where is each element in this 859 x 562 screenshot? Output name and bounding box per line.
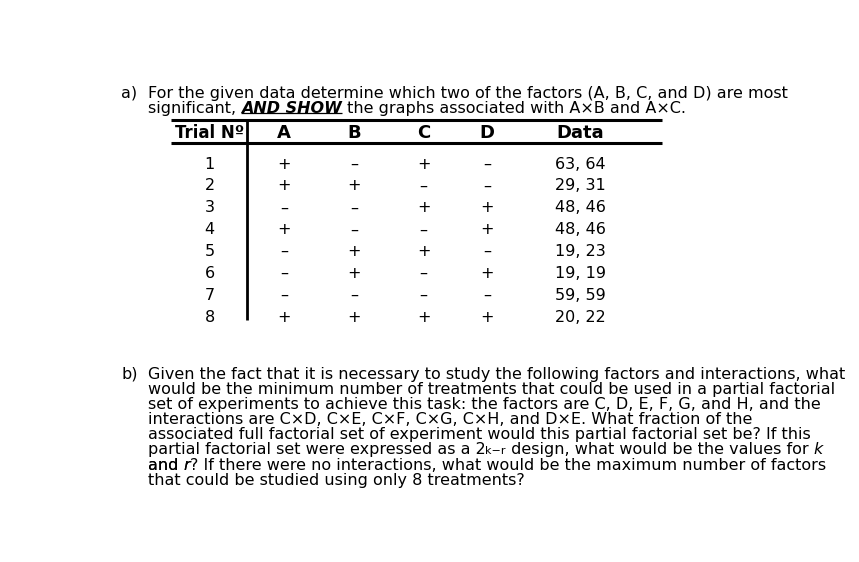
Text: design, what would be the values for: design, what would be the values for: [506, 442, 813, 457]
Text: +: +: [347, 179, 361, 193]
Text: +: +: [277, 223, 291, 237]
Text: 19, 23: 19, 23: [555, 244, 606, 259]
Text: +: +: [347, 244, 361, 259]
Text: +: +: [277, 156, 291, 171]
Text: C: C: [417, 124, 430, 142]
Text: 6: 6: [204, 266, 215, 281]
Text: +: +: [347, 310, 361, 325]
Text: +: +: [417, 244, 430, 259]
Text: 7: 7: [204, 288, 215, 303]
Text: 19, 19: 19, 19: [555, 266, 606, 281]
Text: a): a): [121, 86, 137, 101]
Text: set of experiments to achieve this task: the factors are C, D, E, F, G, and H, a: set of experiments to achieve this task:…: [148, 397, 820, 412]
Text: D: D: [479, 124, 495, 142]
Text: b): b): [121, 367, 137, 382]
Text: –: –: [350, 288, 358, 303]
Text: –: –: [280, 201, 288, 215]
Text: +: +: [417, 156, 430, 171]
Text: the graphs associated with A×B and A×C.: the graphs associated with A×B and A×C.: [342, 101, 685, 116]
Text: AND SHOW: AND SHOW: [241, 101, 342, 116]
Text: +: +: [417, 201, 430, 215]
Text: would be the minimum number of treatments that could be used in a partial factor: would be the minimum number of treatment…: [148, 382, 835, 397]
Text: 48, 46: 48, 46: [555, 223, 606, 237]
Text: 29, 31: 29, 31: [555, 179, 606, 193]
Text: +: +: [277, 179, 291, 193]
Text: +: +: [480, 201, 494, 215]
Text: A: A: [277, 124, 291, 142]
Text: –: –: [483, 244, 491, 259]
Text: r: r: [183, 457, 190, 473]
Text: –: –: [419, 223, 428, 237]
Text: 59, 59: 59, 59: [555, 288, 606, 303]
Text: 3: 3: [204, 201, 215, 215]
Text: –: –: [280, 244, 288, 259]
Text: associated full factorial set of experiment would this partial factorial set be?: associated full factorial set of experim…: [148, 427, 810, 442]
Text: +: +: [417, 310, 430, 325]
Text: +: +: [480, 223, 494, 237]
Text: 63, 64: 63, 64: [555, 156, 606, 171]
Text: that could be studied using only 8 treatments?: that could be studied using only 8 treat…: [148, 473, 525, 488]
Text: For the given data determine which two of the factors (A, B, C, and D) are most: For the given data determine which two o…: [148, 86, 788, 101]
Text: +: +: [480, 310, 494, 325]
Text: +: +: [480, 266, 494, 281]
Text: 48, 46: 48, 46: [555, 201, 606, 215]
Text: 5: 5: [204, 244, 215, 259]
Text: –: –: [483, 288, 491, 303]
Text: Given the fact that it is necessary to study the following factors and interacti: Given the fact that it is necessary to s…: [148, 367, 845, 382]
Text: Trial Nº: Trial Nº: [175, 124, 244, 142]
Text: 2: 2: [204, 179, 215, 193]
Text: 20, 22: 20, 22: [555, 310, 606, 325]
Text: partial factorial set were expressed as a 2: partial factorial set were expressed as …: [148, 442, 485, 457]
Text: +: +: [347, 266, 361, 281]
Text: –: –: [280, 266, 288, 281]
Text: interactions are C×D, C×E, C×F, C×G, C×H, and D×E. What fraction of the: interactions are C×D, C×E, C×F, C×G, C×H…: [148, 413, 752, 427]
Text: –: –: [419, 288, 428, 303]
Text: –: –: [350, 156, 358, 171]
Text: 8: 8: [204, 310, 215, 325]
Text: –: –: [350, 223, 358, 237]
Text: –: –: [280, 288, 288, 303]
Text: Data: Data: [557, 124, 604, 142]
Text: –: –: [483, 156, 491, 171]
Text: –: –: [350, 201, 358, 215]
Text: 1: 1: [204, 156, 215, 171]
Text: and: and: [148, 457, 183, 473]
Text: k: k: [813, 442, 823, 457]
Text: and: and: [148, 457, 183, 473]
Text: r: r: [183, 457, 190, 473]
Text: ? If there were no interactions, what would be the maximum number of factors: ? If there were no interactions, what wo…: [190, 457, 825, 473]
Text: –: –: [419, 179, 428, 193]
Text: –: –: [483, 179, 491, 193]
Text: significant,: significant,: [148, 101, 241, 116]
Text: B: B: [347, 124, 361, 142]
Text: +: +: [277, 310, 291, 325]
Text: k−r: k−r: [485, 446, 506, 456]
Text: 4: 4: [204, 223, 215, 237]
Text: –: –: [419, 266, 428, 281]
